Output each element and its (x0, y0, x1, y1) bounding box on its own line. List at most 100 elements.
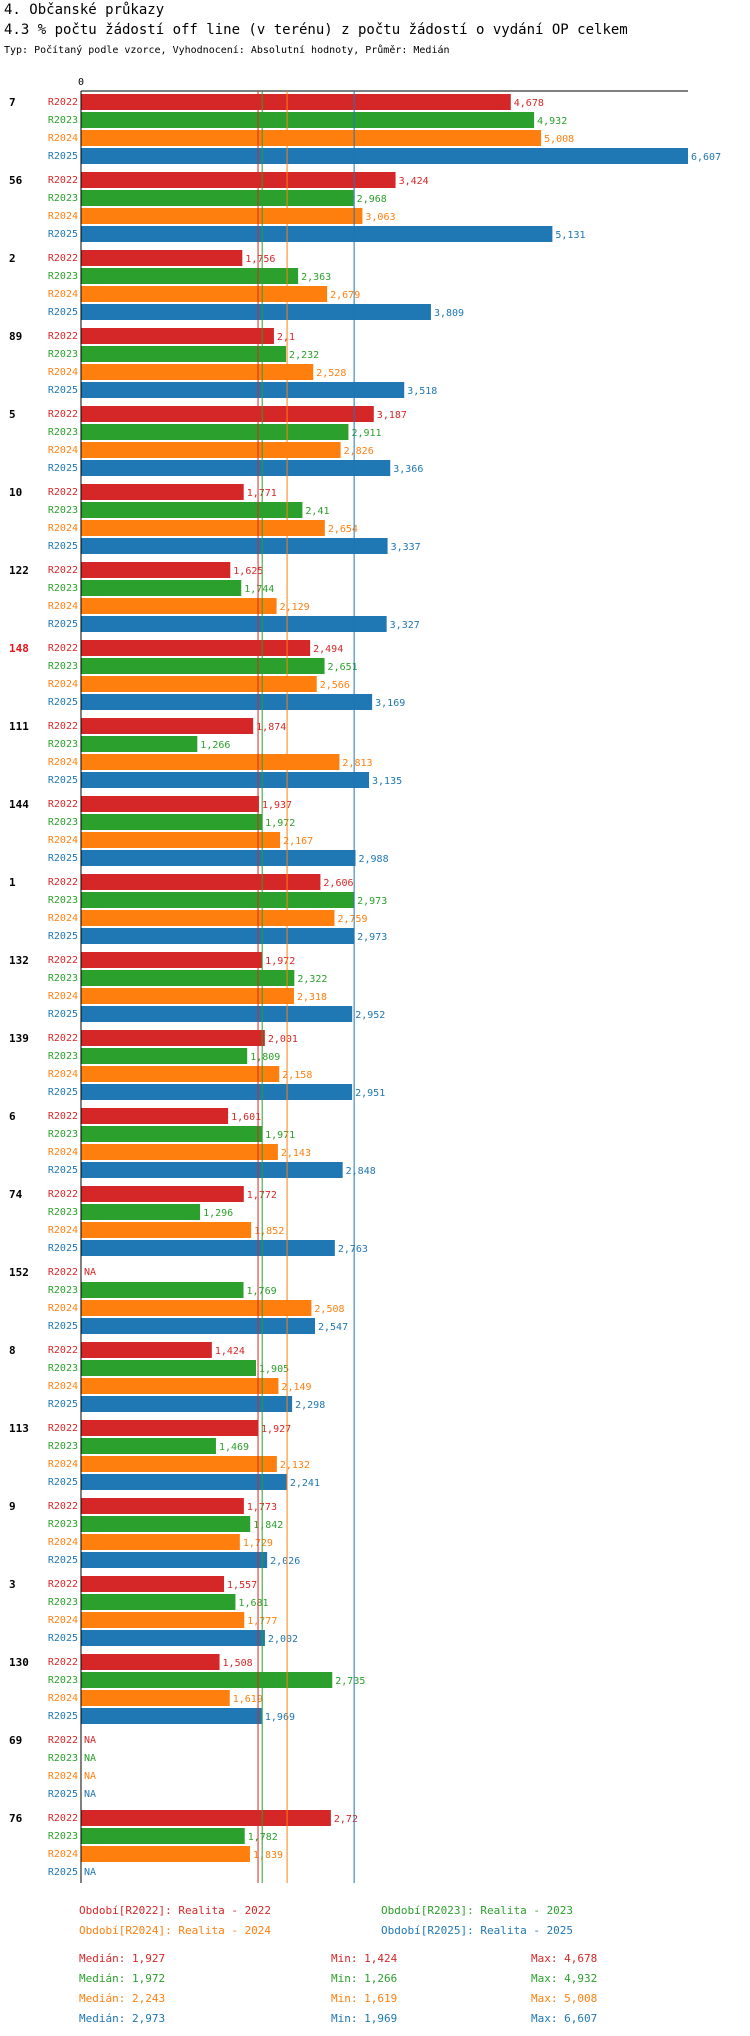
series-label: R2024 (48, 913, 78, 924)
bar (81, 1672, 333, 1688)
na-label: NA (84, 1267, 96, 1278)
series-label: R2025 (48, 1165, 78, 1176)
series-label: R2023 (48, 1753, 78, 1764)
bar (81, 952, 263, 968)
bar (81, 754, 340, 770)
x-tick-label: 0 (78, 77, 84, 88)
bar (81, 832, 281, 848)
bar (81, 1378, 279, 1394)
na-label: NA (84, 1771, 96, 1782)
legend-entry: Období[R2024]: Realita - 2024 (79, 1924, 272, 1937)
series-label: R2022 (48, 487, 78, 498)
series-label: R2025 (48, 853, 78, 864)
bar (81, 640, 311, 656)
data-label: 2,241 (290, 1478, 320, 1489)
series-label: R2023 (48, 271, 78, 282)
bar (81, 1498, 244, 1514)
na-label: NA (84, 1789, 96, 1800)
series-label: R2022 (48, 409, 78, 420)
series-label: R2022 (48, 1423, 78, 1434)
series-label: R2022 (48, 1735, 78, 1746)
series-label: R2023 (48, 739, 78, 750)
series-label: R2023 (48, 193, 78, 204)
data-label: 3,424 (399, 176, 429, 187)
series-label: R2023 (48, 349, 78, 360)
data-label: 2,494 (313, 644, 343, 655)
data-label: 1,809 (250, 1052, 280, 1063)
data-label: 2,41 (305, 506, 329, 517)
data-label: 1,681 (238, 1598, 268, 1609)
series-label: R2023 (48, 895, 78, 906)
data-label: 5,131 (555, 230, 585, 241)
series-label: R2025 (48, 775, 78, 786)
bar (81, 1576, 225, 1592)
bar (81, 328, 274, 344)
series-label: R2023 (48, 1675, 78, 1686)
data-label: 3,135 (372, 776, 402, 787)
data-label: 2,968 (357, 194, 387, 205)
stat-min: Min: 1,266 (331, 1972, 398, 1985)
series-label: R2023 (48, 1207, 78, 1218)
series-label: R2025 (48, 229, 78, 240)
category-label: 6 (9, 1110, 16, 1123)
data-label: 1,969 (265, 1712, 295, 1723)
bar (81, 1342, 212, 1358)
data-label: 1,927 (261, 1424, 291, 1435)
data-label: 3,337 (391, 542, 421, 553)
series-label: R2024 (48, 1225, 78, 1236)
series-label: R2025 (48, 1477, 78, 1488)
series-label: R2022 (48, 877, 78, 888)
bar (81, 892, 355, 908)
bar (81, 676, 317, 692)
bar (81, 562, 231, 578)
bar (81, 1612, 245, 1628)
data-label: 2,826 (344, 446, 374, 457)
data-label: 1,744 (244, 584, 274, 595)
category-label: 69 (9, 1734, 22, 1747)
series-label: R2024 (48, 1459, 78, 1470)
bar (81, 970, 295, 986)
bar (81, 1654, 220, 1670)
data-label: 3,169 (375, 698, 405, 709)
series-label: R2022 (48, 1501, 78, 1512)
series-label: R2025 (48, 1555, 78, 1566)
data-label: 2,973 (357, 896, 387, 907)
series-label: R2024 (48, 1381, 78, 1392)
series-label: R2022 (48, 253, 78, 264)
series-label: R2023 (48, 1363, 78, 1374)
bar (81, 406, 374, 422)
data-label: 2,322 (297, 974, 327, 985)
data-label: 1,756 (245, 254, 275, 265)
data-label: 2,528 (316, 368, 346, 379)
series-label: R2024 (48, 991, 78, 1002)
series-label: R2022 (48, 643, 78, 654)
series-label: R2023 (48, 1597, 78, 1608)
data-label: 1,971 (265, 1130, 295, 1141)
bar (81, 226, 553, 242)
series-label: R2023 (48, 1051, 78, 1062)
category-label: 1 (9, 876, 16, 889)
series-label: R2024 (48, 601, 78, 612)
data-label: 2,318 (297, 992, 327, 1003)
data-label: 1,508 (223, 1658, 253, 1669)
series-label: R2023 (48, 583, 78, 594)
series-label: R2025 (48, 463, 78, 474)
series-label: R2022 (48, 721, 78, 732)
series-label: R2022 (48, 1189, 78, 1200)
bar (81, 1516, 251, 1532)
bar (81, 988, 294, 1004)
series-label: R2025 (48, 619, 78, 630)
category-label: 76 (9, 1812, 23, 1825)
bar (81, 502, 303, 518)
data-label: 1,601 (231, 1112, 261, 1123)
stat-min: Min: 1,619 (331, 1992, 398, 2005)
stat-max: Max: 4,932 (531, 1972, 598, 1985)
bar (81, 148, 688, 164)
data-label: 2,1 (277, 332, 295, 343)
bar (81, 796, 259, 812)
series-label: R2022 (48, 1033, 78, 1044)
bar (81, 1144, 278, 1160)
category-label: 9 (9, 1500, 16, 1513)
bar (81, 1066, 280, 1082)
bar (81, 1186, 244, 1202)
